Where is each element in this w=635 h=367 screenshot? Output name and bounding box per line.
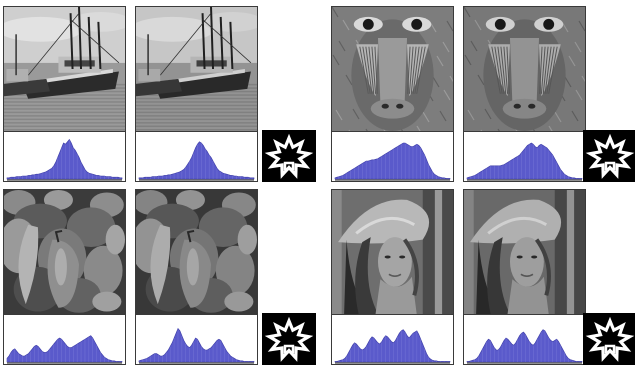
- histogram-plot: [138, 141, 255, 181]
- boats-histogram: [6, 138, 123, 181]
- portrait-photo: [332, 190, 453, 314]
- histogram-plot: [466, 142, 583, 181]
- histogram-area: [334, 329, 451, 363]
- histogram-area: [466, 142, 583, 180]
- original-baboon-panel: [331, 6, 454, 182]
- boats-histogram: [138, 141, 255, 181]
- leaf-mark-icon: [583, 313, 635, 365]
- baboon-photo: [332, 7, 453, 131]
- histogram-plot: [138, 327, 255, 364]
- panel-divider: [464, 314, 585, 315]
- portrait-histogram: [334, 329, 451, 364]
- histogram-plot: [466, 329, 583, 364]
- peppers-histogram: [138, 327, 255, 364]
- histogram-plot: [334, 329, 451, 364]
- histogram-plot: [6, 138, 123, 181]
- histogram-area: [6, 138, 123, 180]
- baboon-photo: [464, 7, 585, 131]
- processed-baboon-panel: [463, 6, 586, 182]
- panel-divider: [4, 314, 125, 315]
- panel-divider: [136, 131, 257, 132]
- processed-portrait-panel: [463, 189, 586, 365]
- watermark-logo-baboon: [583, 130, 635, 182]
- panel-divider: [464, 131, 585, 132]
- leaf-outline: [585, 316, 635, 362]
- histogram-area: [138, 327, 255, 363]
- portrait-histogram: [466, 329, 583, 364]
- boats-photo: [136, 7, 257, 131]
- processed-boats-panel: [135, 6, 258, 182]
- panel-divider: [4, 131, 125, 132]
- panel-divider: [136, 314, 257, 315]
- leaf-mark-icon: [262, 313, 316, 365]
- original-boats-panel: [3, 6, 126, 182]
- peppers-photo: [136, 190, 257, 314]
- portrait-photo: [464, 190, 585, 314]
- histogram-area: [6, 335, 123, 363]
- histogram-plot: [6, 335, 123, 364]
- leaf-mark-icon: [583, 130, 635, 182]
- histogram-plot: [334, 142, 451, 181]
- original-portrait-panel: [331, 189, 454, 365]
- leaf-outline: [264, 133, 314, 179]
- watermark-logo-peppers: [262, 313, 316, 365]
- peppers-histogram: [6, 335, 123, 364]
- processed-peppers-panel: [135, 189, 258, 365]
- boats-photo: [4, 7, 125, 131]
- histogram-area: [334, 142, 451, 180]
- baboon-histogram: [334, 142, 451, 181]
- leaf-outline: [264, 316, 314, 362]
- histogram-area: [138, 141, 255, 180]
- baboon-histogram: [466, 142, 583, 181]
- watermark-logo-boats: [262, 130, 316, 182]
- peppers-photo: [4, 190, 125, 314]
- leaf-outline: [585, 133, 635, 179]
- panel-divider: [332, 131, 453, 132]
- histogram-area: [466, 329, 583, 363]
- panel-divider: [332, 314, 453, 315]
- watermark-logo-portrait: [583, 313, 635, 365]
- original-peppers-panel: [3, 189, 126, 365]
- leaf-mark-icon: [262, 130, 316, 182]
